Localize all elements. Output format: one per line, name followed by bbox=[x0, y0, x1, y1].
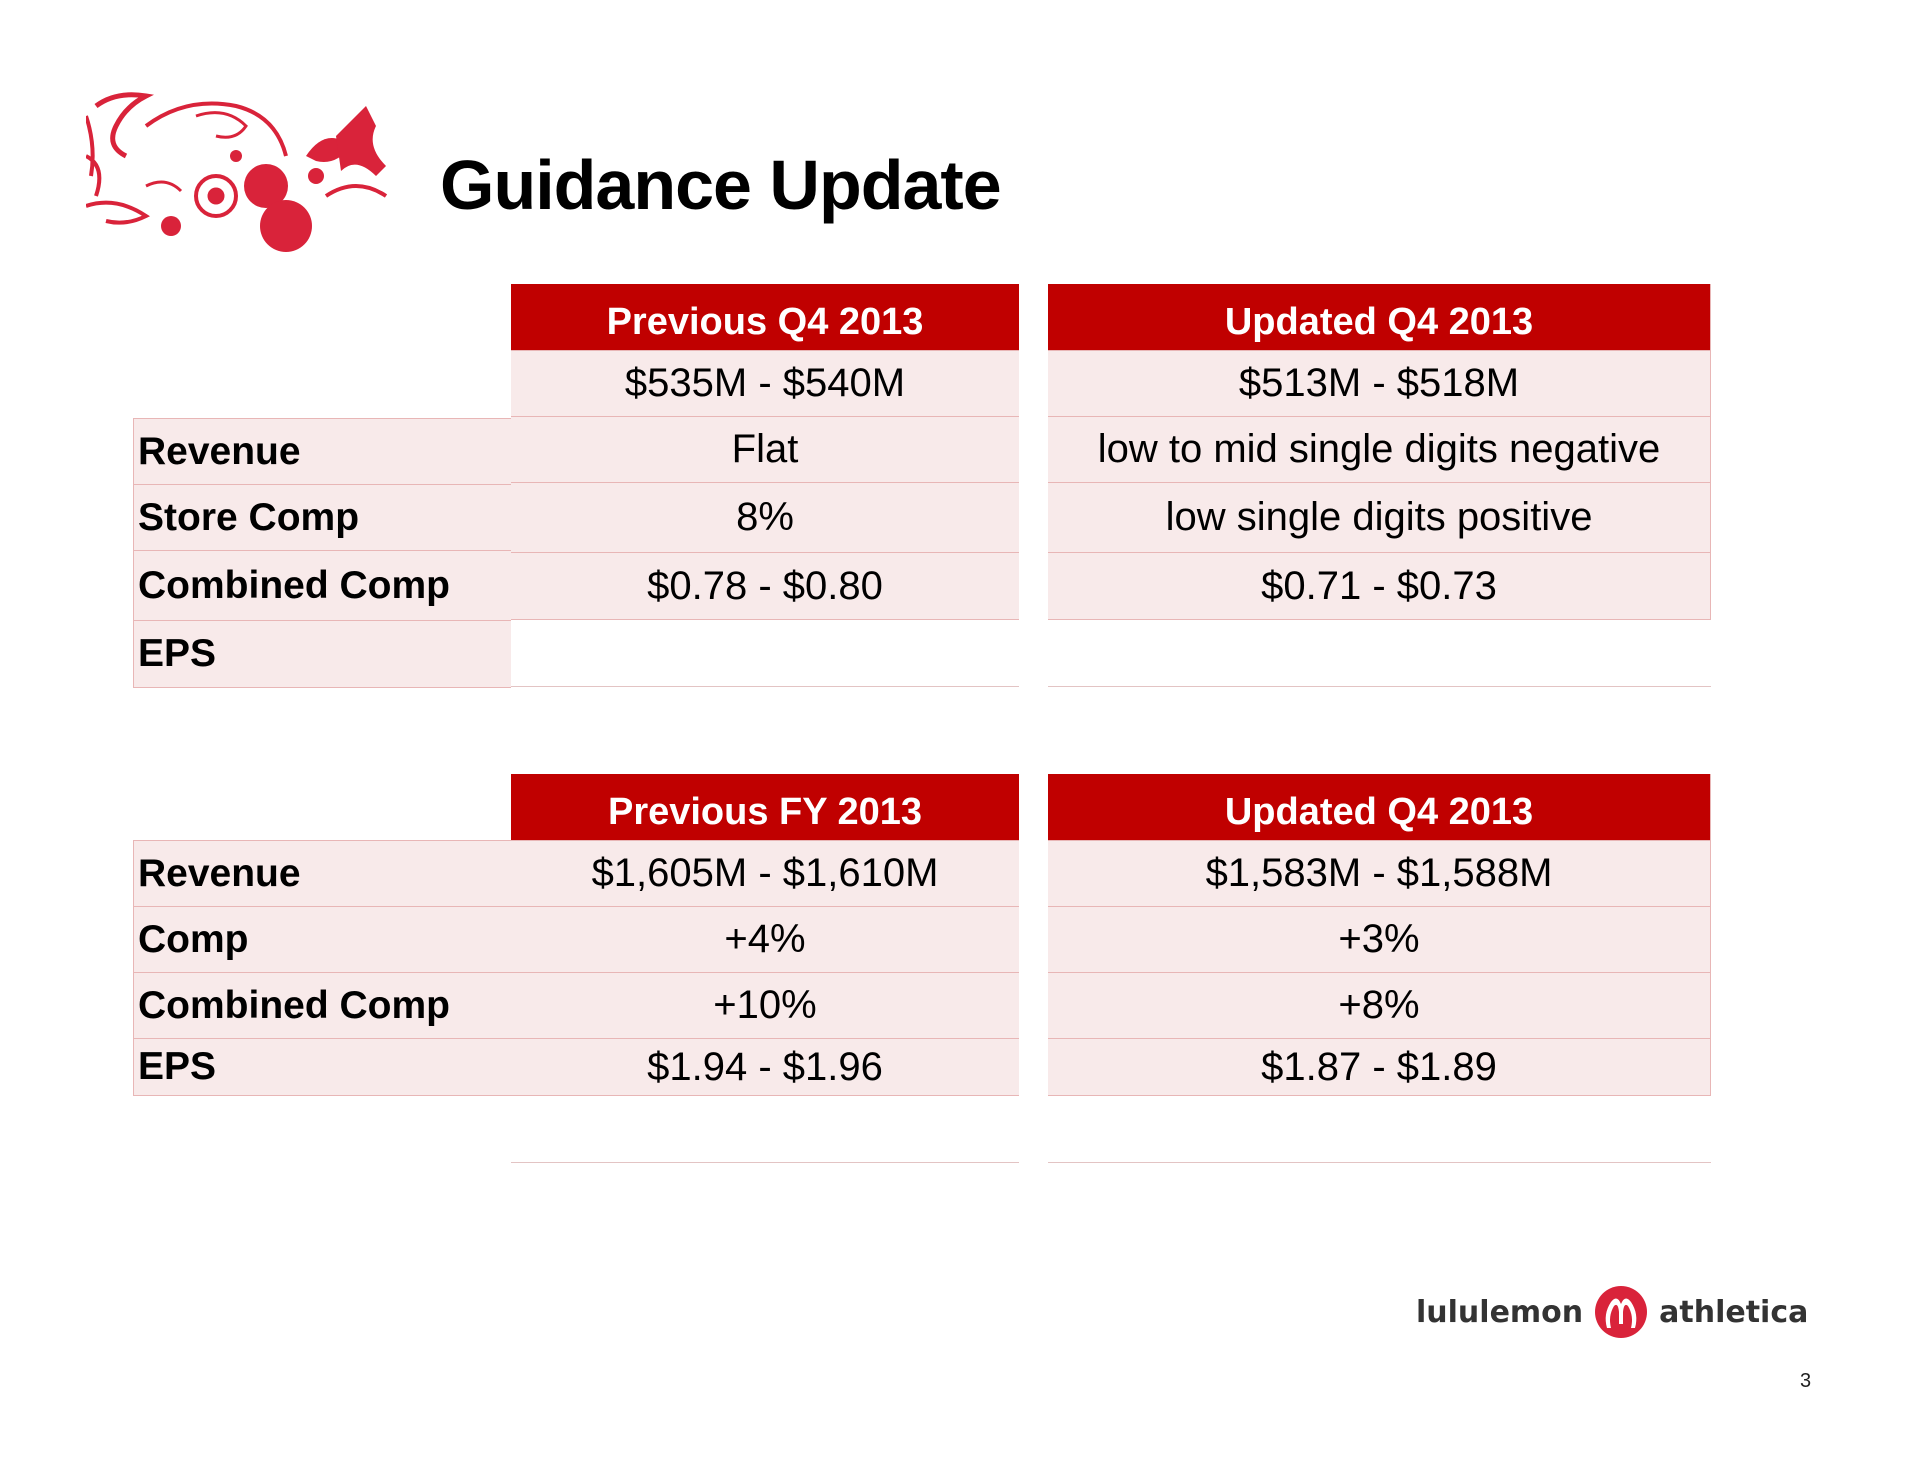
table1-updated-cell: $513M - $518M bbox=[1048, 350, 1711, 416]
table1-previous-cell: $0.78 - $0.80 bbox=[511, 552, 1019, 620]
table1-row-label: Revenue bbox=[133, 418, 511, 484]
table2-updated-cell: +8% bbox=[1048, 972, 1711, 1038]
table2-row-label: EPS bbox=[133, 1038, 511, 1096]
table1-previous-cell: Flat bbox=[511, 416, 1019, 482]
table1-updated-cell: $0.71 - $0.73 bbox=[1048, 552, 1711, 620]
brand-name-left: lululemon bbox=[1416, 1294, 1584, 1330]
table1-previous-header: Previous Q4 2013 bbox=[511, 284, 1019, 350]
table2-previous-cell: $1.94 - $1.96 bbox=[511, 1038, 1019, 1096]
table2-previous-cell: +4% bbox=[511, 906, 1019, 972]
table2-updated-header: Updated Q4 2013 bbox=[1048, 774, 1711, 840]
table1-row-label: Store Comp bbox=[133, 484, 511, 550]
page-title: Guidance Update bbox=[440, 146, 1002, 224]
table1-previous-cell: 8% bbox=[511, 482, 1019, 552]
table2-previous-header: Previous FY 2013 bbox=[511, 774, 1019, 840]
table2-updated-cell: $1.87 - $1.89 bbox=[1048, 1038, 1711, 1096]
table2-divider bbox=[511, 1162, 1019, 1163]
table2-row-label: Comp bbox=[133, 906, 511, 972]
table1-previous-cell: $535M - $540M bbox=[511, 350, 1019, 416]
table1-updated-column: Updated Q4 2013 $513M - $518M low to mid… bbox=[1048, 284, 1711, 620]
table2-previous-cell: $1,605M - $1,610M bbox=[511, 840, 1019, 906]
table2-updated-cell: $1,583M - $1,588M bbox=[1048, 840, 1711, 906]
page-number: 3 bbox=[1800, 1370, 1812, 1392]
table2-divider bbox=[1048, 1162, 1711, 1163]
table1-previous-column: Previous Q4 2013 $535M - $540M Flat 8% $… bbox=[511, 284, 1019, 620]
table1-divider bbox=[1048, 686, 1711, 687]
table2-previous-column: Previous FY 2013 $1,605M - $1,610M +4% +… bbox=[511, 774, 1019, 1096]
table2-row-label: Revenue bbox=[133, 840, 511, 906]
table2-updated-cell: +3% bbox=[1048, 906, 1711, 972]
brand-logo: lululemon athletica bbox=[1416, 1280, 1808, 1344]
table1-updated-header: Updated Q4 2013 bbox=[1048, 284, 1711, 350]
table2-previous-cell: +10% bbox=[511, 972, 1019, 1038]
decorative-swirl-logo bbox=[86, 92, 388, 252]
table2-updated-column: Updated Q4 2013 $1,583M - $1,588M +3% +8… bbox=[1048, 774, 1711, 1096]
brand-name-right: athletica bbox=[1659, 1294, 1809, 1330]
lululemon-mark-icon bbox=[1595, 1286, 1648, 1338]
table2-row-label: Combined Comp bbox=[133, 972, 511, 1038]
table1-label-column: Revenue Store Comp Combined Comp EPS bbox=[133, 352, 511, 688]
table1-row-label: Combined Comp bbox=[133, 550, 511, 620]
table1-divider bbox=[511, 686, 1019, 687]
table1-updated-cell: low to mid single digits negative bbox=[1048, 416, 1711, 482]
table1-updated-cell: low single digits positive bbox=[1048, 482, 1711, 552]
table2-label-column: Revenue Comp Combined Comp EPS bbox=[133, 840, 511, 1096]
table1-row-label: EPS bbox=[133, 620, 511, 688]
